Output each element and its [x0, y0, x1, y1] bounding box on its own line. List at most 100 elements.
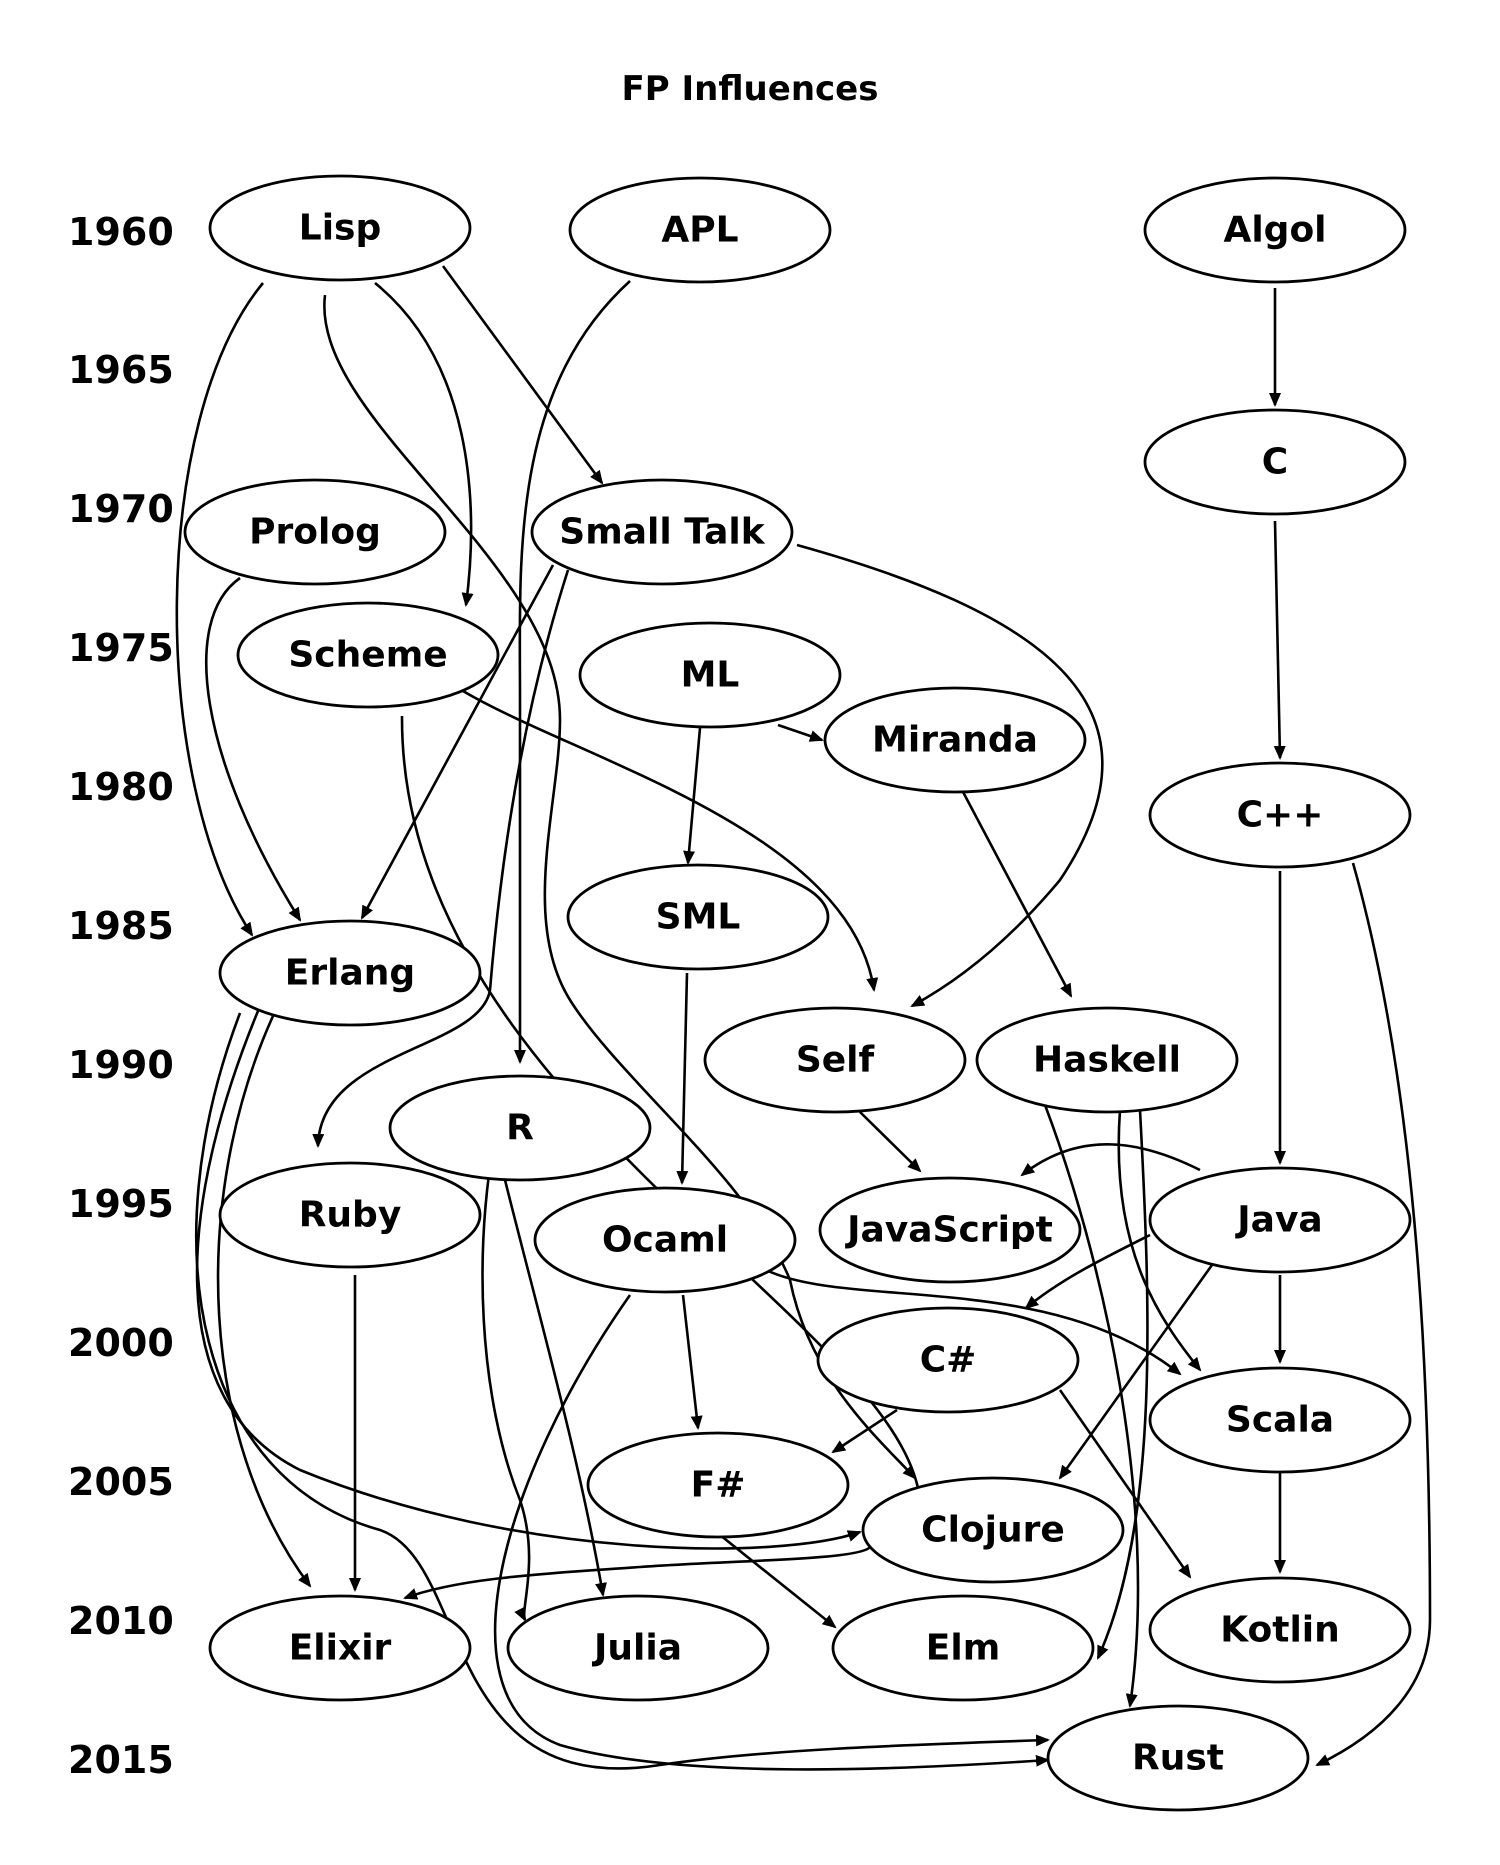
year-label: 2015: [68, 1738, 174, 1782]
year-label: 1980: [68, 765, 174, 809]
node-label: Ocaml: [602, 1220, 728, 1261]
year-axis: 1960 1965 1970 1975 1980 1985 1990 1995 …: [68, 210, 174, 1782]
edge-prolog-erlang: [204, 576, 302, 922]
node-label: Haskell: [1033, 1040, 1181, 1081]
year-label: 1995: [68, 1182, 174, 1226]
node-clojure: Clojure: [861, 1476, 1125, 1584]
node-ruby: Ruby: [218, 1161, 482, 1269]
node-label: Julia: [591, 1628, 682, 1669]
node-label: ML: [681, 655, 740, 696]
year-label: 1960: [68, 210, 174, 254]
node-miranda: Miranda: [823, 686, 1087, 794]
edge-ocaml-fsharp: [681, 1294, 703, 1430]
year-label: 1975: [68, 626, 174, 670]
edge-java-javascript: [1020, 1143, 1201, 1177]
edge-csharp-fsharp: [831, 1408, 898, 1454]
node-label: Erlang: [285, 953, 415, 994]
edge-haskell-rust: [1043, 1104, 1140, 1708]
node-label: Elm: [926, 1628, 1000, 1669]
edge-lisp-scheme: [374, 281, 474, 607]
edge-ml-sml: [683, 727, 702, 865]
edge-haskell-scala: [1117, 1109, 1202, 1372]
year-label: 1970: [68, 487, 174, 531]
node-apl: APL: [568, 176, 832, 284]
edge-c-cpp: [1273, 520, 1286, 760]
edge-smalltalk-erlang: [360, 564, 555, 920]
edge-sml-ocaml: [676, 972, 689, 1185]
diagram-title: FP Influences: [622, 69, 879, 109]
edge-lisp-smalltalk: [441, 265, 604, 485]
node-label: Self: [796, 1040, 875, 1081]
node-scheme: Scheme: [236, 601, 500, 709]
node-label: R: [506, 1108, 534, 1149]
node-label: Rust: [1132, 1738, 1224, 1779]
node-ml: ML: [578, 621, 842, 729]
nodes: Lisp APL Algol C Prolog Small Talk Schem…: [183, 174, 1412, 1812]
edge-self-javascript: [859, 1111, 922, 1173]
node-elm: Elm: [831, 1594, 1095, 1702]
edge-r-julia: [503, 1179, 607, 1597]
edge-smalltalk-self: [796, 543, 1104, 1008]
edge-apl-r: [514, 280, 631, 1064]
node-label: Prolog: [249, 512, 381, 553]
node-label: Small Talk: [559, 512, 765, 553]
node-label: C++: [1237, 795, 1324, 836]
node-javascript: JavaScript: [818, 1176, 1082, 1284]
node-sml: SML: [566, 863, 830, 971]
edge-miranda-haskell: [960, 789, 1073, 998]
node-haskell: Haskell: [975, 1006, 1239, 1114]
node-label: APL: [661, 210, 738, 251]
edge-cpp-rust: [1315, 862, 1432, 1767]
node-ocaml: Ocaml: [533, 1186, 797, 1294]
node-label: Lisp: [299, 208, 381, 249]
node-kotlin: Kotlin: [1148, 1576, 1412, 1684]
node-label: Scheme: [288, 635, 447, 676]
year-label: 1990: [68, 1043, 174, 1087]
node-label: C: [1262, 442, 1288, 483]
year-label: 2010: [68, 1599, 174, 1643]
node-label: Algol: [1223, 210, 1326, 251]
node-label: Clojure: [921, 1510, 1065, 1551]
node-label: Kotlin: [1220, 1610, 1340, 1651]
edge-haskell-elm: [1096, 1109, 1149, 1660]
edge-lisp-clojure: [323, 294, 917, 1480]
node-label: JavaScript: [844, 1210, 1053, 1251]
edge-scheme-self: [462, 689, 879, 992]
edge-smalltalk-ruby: [312, 569, 570, 1148]
edge-ocaml-scala: [765, 1268, 1182, 1376]
node-algol: Algol: [1143, 176, 1407, 284]
node-fsharp: F#: [586, 1431, 850, 1539]
node-rust: Rust: [1046, 1704, 1310, 1812]
edge-ocaml-rust: [493, 1294, 1050, 1771]
node-label: F#: [691, 1465, 746, 1506]
edge-java-csharp: [1024, 1233, 1151, 1310]
node-self: Self: [703, 1006, 967, 1114]
node-julia: Julia: [506, 1594, 770, 1702]
node-lisp: Lisp: [208, 174, 472, 282]
edge-clojure-julia: [481, 1109, 531, 1622]
edge-erlang-elixir: [216, 1015, 312, 1588]
year-label: 1985: [68, 904, 174, 948]
node-label: SML: [656, 897, 741, 938]
node-cpp: C++: [1148, 761, 1412, 869]
node-prolog: Prolog: [183, 478, 447, 586]
node-label: Ruby: [299, 1195, 402, 1236]
node-label: C#: [920, 1340, 977, 1381]
edge-ml-miranda: [777, 723, 824, 742]
year-label: 2000: [68, 1321, 174, 1365]
node-r: R: [388, 1074, 652, 1182]
node-label: Java: [1234, 1200, 1322, 1241]
node-label: Elixir: [289, 1628, 392, 1669]
edge-fsharp-elm: [719, 1533, 837, 1629]
edges: [175, 265, 1432, 1771]
year-label: 2005: [68, 1460, 174, 1504]
node-elixir: Elixir: [208, 1594, 472, 1702]
edge-lisp-erlang: [175, 282, 265, 937]
edge-clojure-elixir: [403, 1545, 872, 1600]
edge-csharp-kotlin: [1058, 1389, 1192, 1579]
node-erlang: Erlang: [218, 919, 482, 1027]
node-csharp: C#: [816, 1306, 1080, 1414]
node-java: Java: [1148, 1166, 1412, 1274]
node-smalltalk: Small Talk: [530, 478, 794, 586]
